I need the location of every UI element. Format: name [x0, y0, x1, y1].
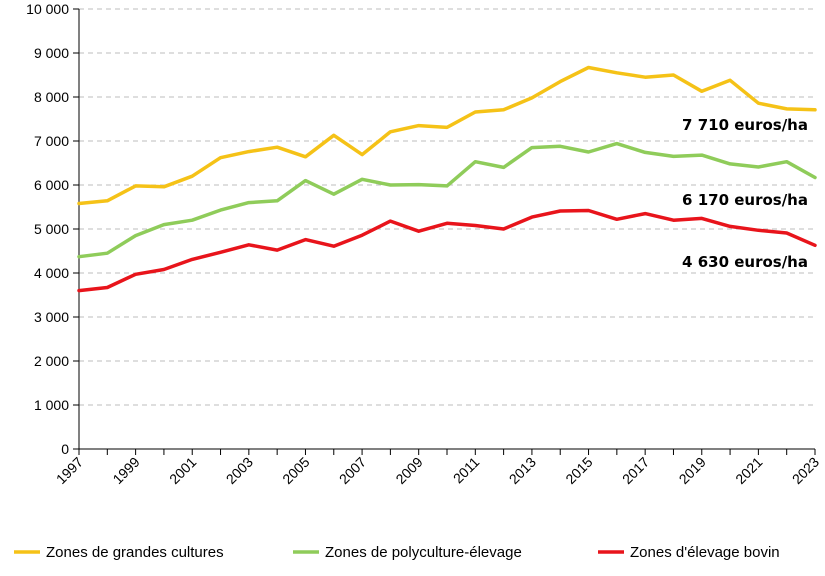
x-tick-label: 2001 — [166, 454, 199, 487]
x-tick-label: 2005 — [279, 454, 312, 487]
x-tick-label: 2009 — [392, 454, 425, 487]
end-labels: 7 710 euros/ha 6 170 euros/ha 4 630 euros/… — [682, 116, 808, 271]
end-value-label: 4 630 euros/ha — [682, 253, 808, 271]
x-axis-ticks: 1997 1999 2001 2003 2005 2007 2009 2011 2013 2015… — [53, 449, 822, 487]
y-axis-ticks: 0 1 000 2 000 3 000 4 000 5 000 6 000 7 000 8 00… — [26, 1, 79, 457]
y-tick-label: 1 000 — [34, 397, 69, 413]
series-line-2 — [77, 208, 817, 293]
y-tick-label: 0 — [61, 441, 69, 457]
x-tick-label: 2003 — [223, 454, 256, 487]
x-tick-label: 1997 — [53, 454, 86, 487]
x-tick-label: 2023 — [789, 454, 822, 487]
end-value-label: 7 710 euros/ha — [682, 116, 808, 134]
end-value-label: 6 170 euros/ha — [682, 191, 808, 209]
legend-label: Zones d'élevage bovin — [630, 544, 780, 561]
x-tick-label: 2015 — [562, 454, 595, 487]
x-tick-label: 2011 — [450, 454, 483, 487]
legend-label: Zones de polyculture-élevage — [325, 544, 522, 561]
legend: Zones de grandes cultures Zones de polycu… — [14, 544, 780, 561]
x-tick-label: 2019 — [676, 454, 709, 487]
series-lines — [77, 65, 817, 293]
y-tick-label: 5 000 — [34, 221, 69, 237]
series-line-1 — [77, 141, 817, 259]
x-tick-label: 2021 — [732, 454, 765, 487]
y-tick-label: 10 000 — [26, 1, 69, 17]
y-tick-label: 7 000 — [34, 133, 69, 149]
gridlines — [79, 8, 815, 406]
x-tick-label: 1999 — [109, 454, 142, 487]
legend-label: Zones de grandes cultures — [46, 544, 224, 561]
x-tick-label: 2013 — [506, 454, 539, 487]
y-tick-label: 9 000 — [34, 45, 69, 61]
y-tick-label: 3 000 — [34, 309, 69, 325]
y-tick-label: 2 000 — [34, 353, 69, 369]
x-tick-label: 2017 — [619, 454, 652, 487]
series-line-0 — [77, 65, 817, 206]
y-tick-label: 8 000 — [34, 89, 69, 105]
x-tick-label: 2007 — [336, 454, 369, 487]
y-tick-label: 4 000 — [34, 265, 69, 281]
y-tick-label: 6 000 — [34, 177, 69, 193]
